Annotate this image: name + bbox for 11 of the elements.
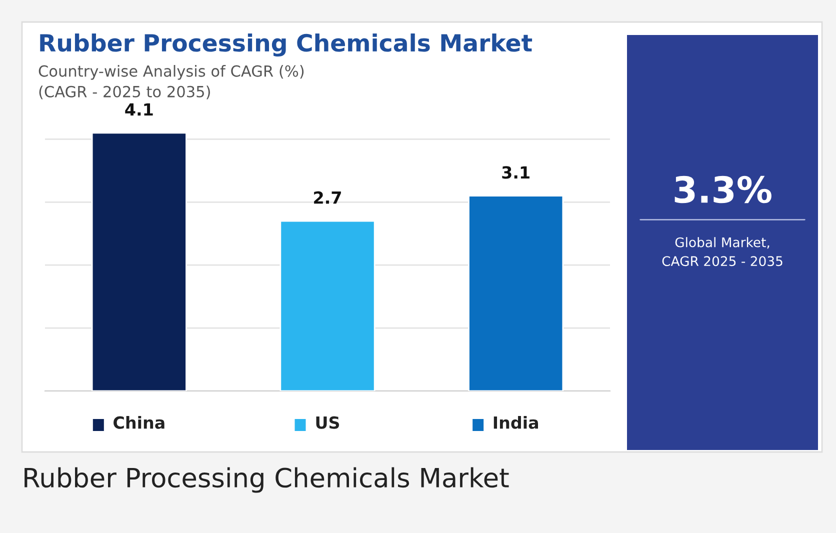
data-label: 4.1 — [125, 103, 153, 116]
x-tick-label: China — [114, 416, 164, 429]
text: Global Market, CAGR 2025 - 2035 — [662, 237, 782, 266]
data-label: 3.1 — [502, 166, 530, 179]
text: 3.3% — [674, 176, 772, 204]
chart-title: Rubber Processing Chemicals Market — [40, 33, 532, 57]
data-label: 2.7 — [314, 191, 341, 204]
chart-subtitle: Country-wise Analysis of CAGR (%) (CAGR - 2025 to 2035) — [38, 65, 304, 100]
text: Rubber Processing Chemicals Market — [24, 467, 509, 493]
x-tick-label: India — [494, 416, 538, 429]
x-tick-label: US — [316, 416, 340, 429]
